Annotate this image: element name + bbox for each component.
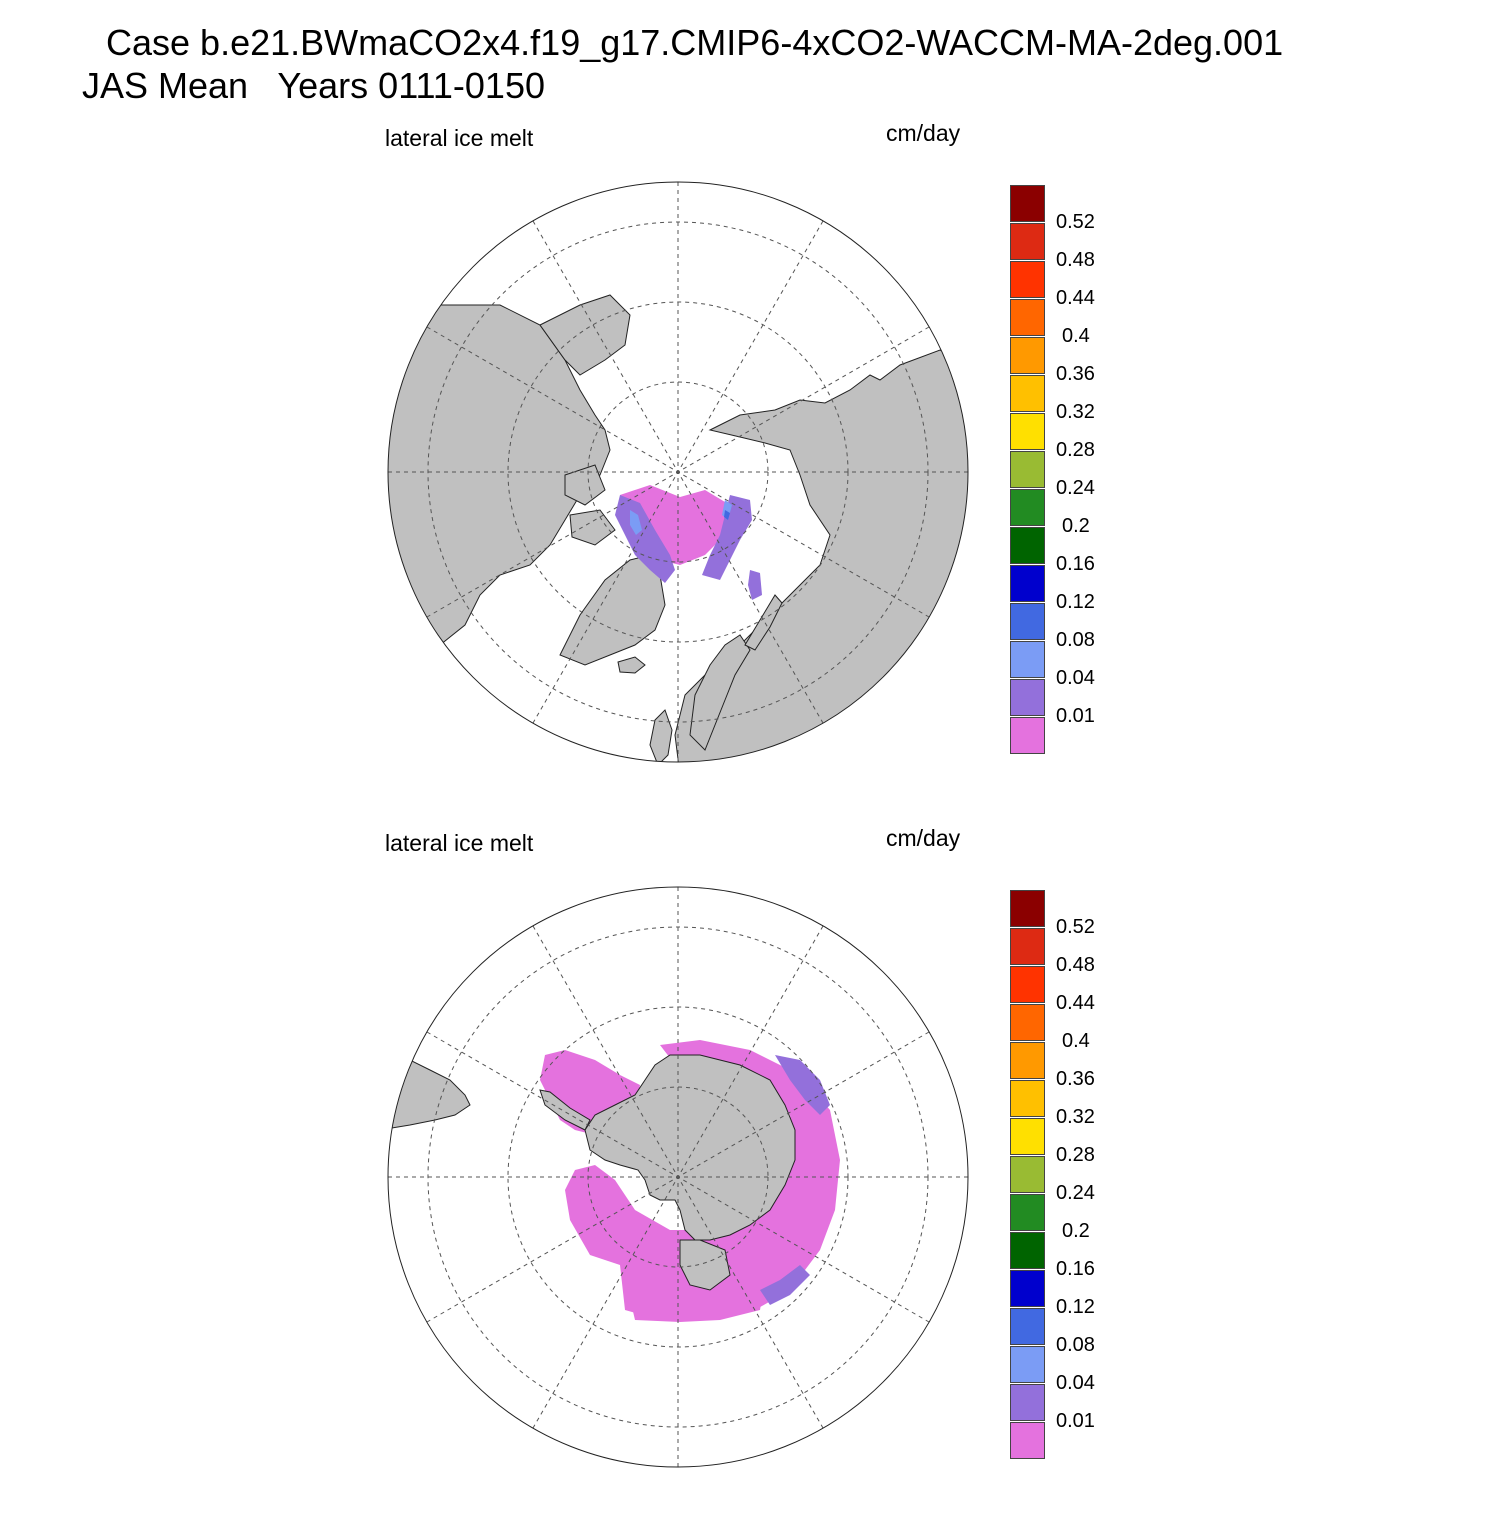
colorbar-tick-label: 0.04 bbox=[1056, 667, 1095, 689]
colorbar-tick-label: 0.01 bbox=[1056, 705, 1095, 727]
colorbar-swatch bbox=[1010, 451, 1045, 488]
colorbar: 0.52 0.48 0.44 0.4 0.36 0.32 0.28 0.24 0.2 0.16 0.… bbox=[1010, 890, 1150, 1465]
melt-field-pacific bbox=[702, 495, 752, 580]
colorbar-tick-label: 0.08 bbox=[1056, 629, 1095, 651]
colorbar-swatch bbox=[1010, 527, 1045, 564]
colorbar-swatch bbox=[1010, 890, 1045, 927]
colorbar-swatch bbox=[1010, 928, 1045, 965]
colorbar-swatch bbox=[1010, 1080, 1045, 1117]
colorbar-swatch bbox=[1010, 299, 1045, 336]
colorbar-swatch bbox=[1010, 1270, 1045, 1307]
colorbar-swatch bbox=[1010, 1384, 1045, 1421]
north-panel: lateral ice melt cm/day bbox=[0, 110, 1500, 810]
colorbar-swatch bbox=[1010, 1004, 1045, 1041]
colorbar-tick-label: 0.2 bbox=[1062, 1220, 1090, 1242]
colorbar-tick-label: 0.44 bbox=[1056, 992, 1095, 1014]
figure-subtitle: JAS Mean Years 0111-0150 bbox=[82, 65, 545, 106]
land-novaya-zemlya bbox=[744, 594, 783, 651]
colorbar-tick-label: 0.48 bbox=[1056, 954, 1095, 976]
colorbar-tick-label: 0.52 bbox=[1056, 211, 1095, 233]
variable-label: lateral ice melt bbox=[385, 830, 534, 856]
colorbar-tick-label: 0.04 bbox=[1056, 1372, 1095, 1394]
melt-field-ring bbox=[565, 1040, 840, 1320]
colorbar-tick-label: 0.28 bbox=[1056, 1144, 1095, 1166]
colorbar-tick-label: 0.24 bbox=[1056, 1182, 1095, 1204]
colorbar-swatch bbox=[1010, 717, 1045, 754]
colorbar-tick-label: 0.2 bbox=[1062, 515, 1090, 537]
colorbar-swatch bbox=[1010, 1118, 1045, 1155]
colorbar-swatch bbox=[1010, 185, 1045, 222]
colorbar-swatch bbox=[1010, 966, 1045, 1003]
colorbar-tick-label: 0.01 bbox=[1056, 1410, 1095, 1432]
colorbar-tick-label: 0.08 bbox=[1056, 1334, 1095, 1356]
colorbar-tick-label: 0.32 bbox=[1056, 401, 1095, 423]
north-polar-map bbox=[387, 181, 969, 763]
colorbar-swatch bbox=[1010, 1042, 1045, 1079]
colorbar-tick-label: 0.44 bbox=[1056, 287, 1095, 309]
colorbar-tick-label: 0.16 bbox=[1056, 553, 1095, 575]
colorbar-swatch bbox=[1010, 489, 1045, 526]
land-uk bbox=[649, 709, 673, 762]
colorbar-swatch bbox=[1010, 223, 1045, 260]
colorbar-tick-label: 0.24 bbox=[1056, 477, 1095, 499]
colorbar-tick-label: 0.52 bbox=[1056, 916, 1095, 938]
colorbar-swatch bbox=[1010, 679, 1045, 716]
colorbar-swatch bbox=[1010, 1422, 1045, 1459]
colorbar-swatch bbox=[1010, 1346, 1045, 1383]
colorbar-swatch bbox=[1010, 1232, 1045, 1269]
figure-title: Case b.e21.BWmaCO2x4.f19_g17.CMIP6-4xCO2… bbox=[106, 22, 1284, 63]
colorbar-swatch bbox=[1010, 603, 1045, 640]
colorbar-tick-label: 0.32 bbox=[1056, 1106, 1095, 1128]
colorbar-tick-label: 0.4 bbox=[1062, 1030, 1090, 1052]
south-panel: lateral ice melt cm/day bbox=[0, 815, 1500, 1515]
colorbar-tick-label: 0.28 bbox=[1056, 439, 1095, 461]
colorbar: 0.52 0.48 0.44 0.4 0.36 0.32 0.28 0.24 0.2 0.16 0.… bbox=[1010, 185, 1150, 760]
variable-label: lateral ice melt bbox=[385, 125, 534, 151]
colorbar-tick-label: 0.4 bbox=[1062, 325, 1090, 347]
colorbar-tick-label: 0.16 bbox=[1056, 1258, 1095, 1280]
south-polar-map bbox=[387, 886, 969, 1468]
units-label: cm/day bbox=[886, 120, 961, 146]
colorbar-swatch bbox=[1010, 375, 1045, 412]
colorbar-swatch bbox=[1010, 337, 1045, 374]
colorbar-swatch bbox=[1010, 1308, 1045, 1345]
colorbar-tick-label: 0.36 bbox=[1056, 363, 1095, 385]
colorbar-swatch bbox=[1010, 641, 1045, 678]
land-antarctica bbox=[584, 1054, 796, 1241]
colorbar-swatch bbox=[1010, 413, 1045, 450]
land-alaska bbox=[539, 294, 631, 376]
land-scandinavia bbox=[689, 634, 751, 751]
colorbar-tick-label: 0.12 bbox=[1056, 1296, 1095, 1318]
colorbar-swatch bbox=[1010, 565, 1045, 602]
colorbar-tick-label: 0.48 bbox=[1056, 249, 1095, 271]
colorbar-tick-label: 0.12 bbox=[1056, 591, 1095, 613]
units-label: cm/day bbox=[886, 825, 961, 851]
colorbar-tick-label: 0.36 bbox=[1056, 1068, 1095, 1090]
land-iceland bbox=[617, 656, 646, 674]
colorbar-swatch bbox=[1010, 1156, 1045, 1193]
colorbar-swatch bbox=[1010, 1194, 1045, 1231]
colorbar-swatch bbox=[1010, 261, 1045, 298]
land-arctic-islands bbox=[564, 464, 606, 506]
